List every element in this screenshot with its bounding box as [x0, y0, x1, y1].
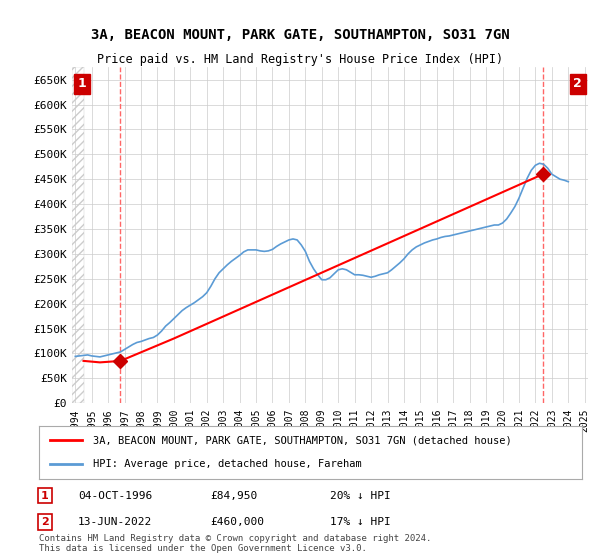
Text: £84,950: £84,950 [210, 491, 257, 501]
Text: 04-OCT-1996: 04-OCT-1996 [78, 491, 152, 501]
Text: 2: 2 [41, 517, 49, 527]
Text: £460,000: £460,000 [210, 517, 264, 527]
Text: 1: 1 [41, 491, 49, 501]
Text: 3A, BEACON MOUNT, PARK GATE, SOUTHAMPTON, SO31 7GN: 3A, BEACON MOUNT, PARK GATE, SOUTHAMPTON… [91, 28, 509, 42]
Text: 13-JUN-2022: 13-JUN-2022 [78, 517, 152, 527]
Text: 3A, BEACON MOUNT, PARK GATE, SOUTHAMPTON, SO31 7GN (detached house): 3A, BEACON MOUNT, PARK GATE, SOUTHAMPTON… [94, 436, 512, 446]
Text: 1: 1 [78, 77, 86, 90]
Text: 20% ↓ HPI: 20% ↓ HPI [330, 491, 391, 501]
Text: Price paid vs. HM Land Registry's House Price Index (HPI): Price paid vs. HM Land Registry's House … [97, 53, 503, 66]
Text: 2: 2 [574, 77, 582, 90]
Text: Contains HM Land Registry data © Crown copyright and database right 2024.
This d: Contains HM Land Registry data © Crown c… [39, 534, 431, 553]
Text: HPI: Average price, detached house, Fareham: HPI: Average price, detached house, Fare… [94, 459, 362, 469]
Text: 17% ↓ HPI: 17% ↓ HPI [330, 517, 391, 527]
